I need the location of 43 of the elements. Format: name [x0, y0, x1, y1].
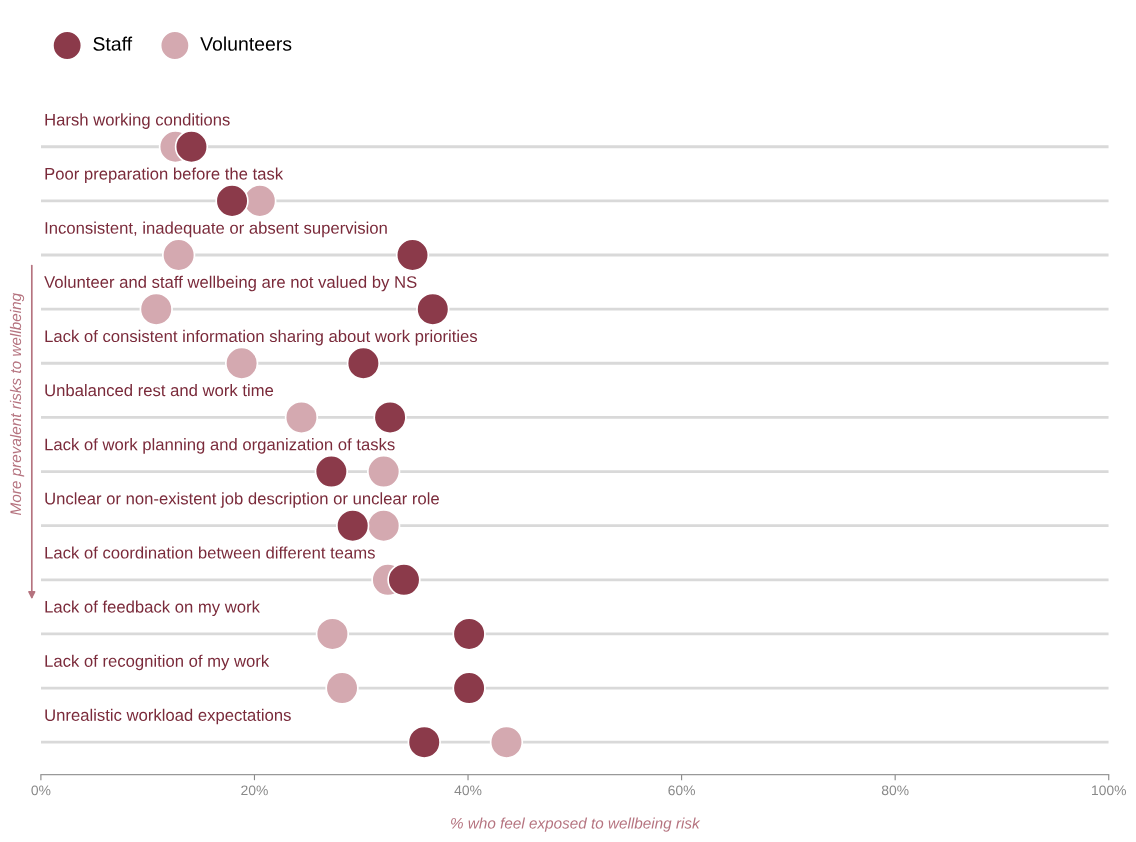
y-tick-label: Lack of feedback on my work	[45, 600, 260, 617]
point	[224, 346, 259, 380]
point	[336, 508, 370, 543]
point	[315, 617, 350, 651]
legend-label: Volunteers	[200, 36, 292, 51]
point	[387, 563, 421, 597]
point	[489, 725, 524, 759]
x-tick-label: 40%	[454, 785, 482, 796]
y-tick-label: Harsh working conditions	[45, 113, 230, 129]
y-tick-label: Lack of coordination between different teams	[45, 546, 375, 559]
x-tick-label: 100%	[1092, 785, 1126, 796]
y-tick-label: Inconsistent, inadequate or absent supervision	[45, 221, 387, 238]
point	[416, 292, 450, 326]
y-tick-label: Poor preparation before the task	[45, 167, 284, 184]
y-tick-label: Unrealistic workload expectations	[45, 708, 291, 725]
x-axis-title: % who feel exposed to wellbeing risk	[451, 817, 701, 832]
y-tick-label: Lack of work planning and organization of tasks	[45, 438, 395, 454]
y-tick-label: Lack of recognition of my work	[45, 654, 270, 671]
x-tick-label: 0%	[31, 785, 51, 796]
point	[284, 400, 319, 435]
y-tick-label: Unbalanced rest and work time	[45, 383, 274, 397]
text: More prevalent risks to wellbeing	[9, 293, 25, 515]
x-tick-label: 60%	[668, 785, 696, 796]
y-tick-label: Unclear or non-existent job description or unclear role	[45, 492, 439, 508]
point	[452, 671, 486, 705]
point	[314, 454, 349, 489]
point	[346, 346, 381, 380]
point	[174, 130, 209, 164]
legend-label: Staff	[93, 36, 133, 51]
point	[325, 671, 359, 705]
point	[395, 238, 430, 272]
point	[367, 454, 401, 489]
point	[407, 725, 441, 759]
point	[161, 238, 196, 272]
y-tick-label: Volunteer and staff wellbeing are not valued by NS	[44, 275, 417, 292]
x-tick-label: 80%	[881, 785, 909, 796]
y-tick-label: Lack of consistent information sharing about work priorities	[45, 329, 478, 346]
point	[215, 184, 249, 218]
point	[373, 400, 407, 435]
point	[139, 292, 173, 326]
x-tick-label: 20%	[241, 785, 268, 796]
point	[452, 617, 486, 651]
point	[367, 508, 401, 543]
